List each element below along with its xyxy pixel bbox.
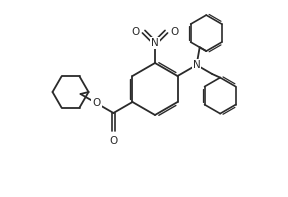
Text: O: O [170, 27, 179, 37]
Text: O: O [92, 98, 100, 108]
Text: O: O [109, 136, 118, 146]
Text: O: O [131, 27, 140, 37]
Text: N: N [193, 60, 200, 70]
Text: N: N [151, 38, 159, 48]
